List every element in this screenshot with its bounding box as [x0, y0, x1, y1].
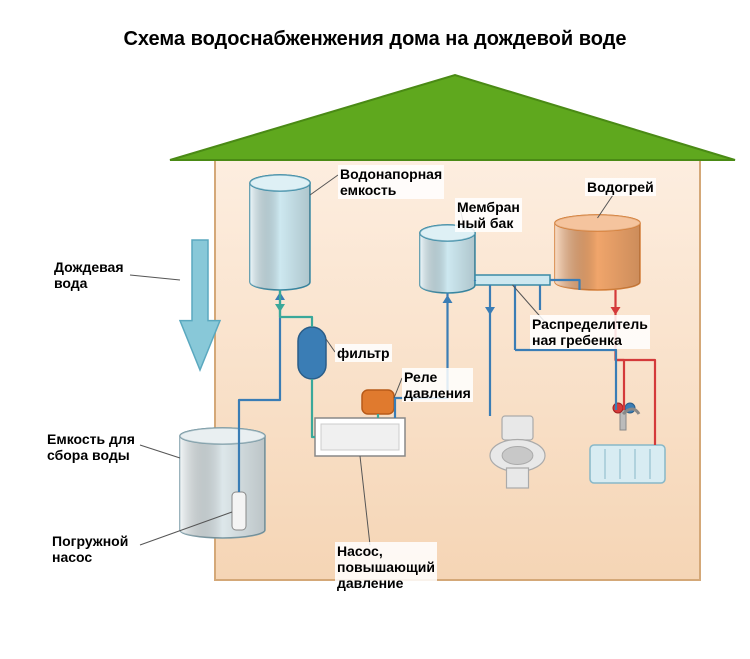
label-membrane-tank: Мембран ный бак — [455, 198, 522, 232]
label-water-heater: Водогрей — [585, 178, 656, 196]
label-pressure-tank: Водонапорная емкость — [338, 165, 444, 199]
label-pressure-relay: Реле давления — [402, 368, 473, 402]
label-manifold: Распределитель ная гребенка — [530, 315, 650, 349]
label-filter: фильтр — [335, 344, 392, 362]
label-booster-pump: Насос, повышающий давление — [335, 542, 437, 592]
diagram-canvas: Схема водоснабженжения дома на дождевой … — [0, 0, 750, 659]
label-submersible-pump: Погружной насос — [50, 532, 130, 566]
label-collection-tank: Емкость для сбора воды — [45, 430, 137, 464]
label-rainwater: Дождевая вода — [52, 258, 126, 292]
